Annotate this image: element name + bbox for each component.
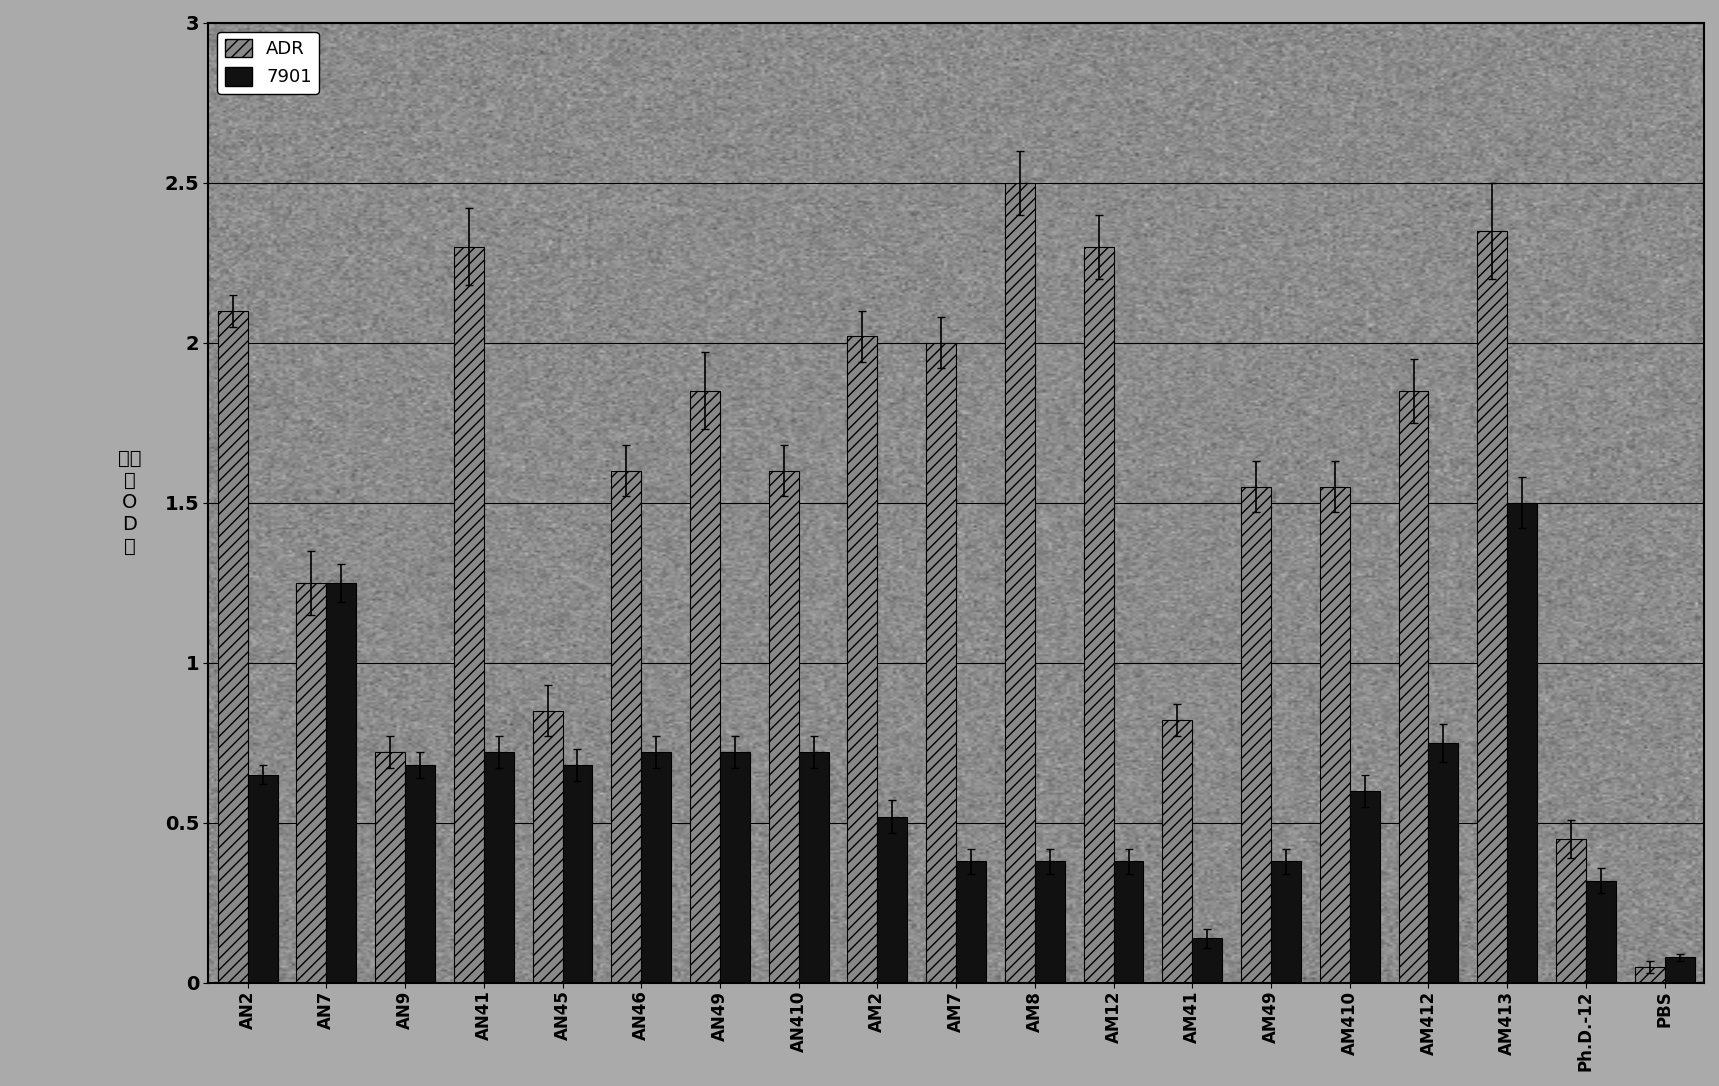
Bar [1035,861,1064,983]
Bar [1006,182,1035,983]
Bar [689,391,720,983]
Bar [1635,967,1664,983]
Bar [533,711,562,983]
Y-axis label: 吸光
度
O
D
値: 吸光 度 O D 値 [119,450,141,556]
Bar [1270,861,1301,983]
Bar [483,753,514,983]
Bar [720,753,749,983]
Bar [1477,230,1508,983]
Bar [327,583,356,983]
Bar [562,766,593,983]
Bar [1193,938,1222,983]
Bar [799,753,829,983]
Bar [768,470,799,983]
Bar [877,817,908,983]
Bar [956,861,987,983]
Bar [406,766,435,983]
Legend: ADR, 7901: ADR, 7901 [217,31,320,93]
Bar [1241,487,1270,983]
Bar [847,337,877,983]
Bar [1508,503,1537,983]
Bar [641,753,670,983]
Bar [1114,861,1143,983]
Bar [1664,958,1695,983]
Bar [1349,791,1380,983]
Bar [454,247,483,983]
Bar [296,583,327,983]
Bar [375,753,406,983]
Bar [1320,487,1349,983]
Bar [218,311,248,983]
Bar [1587,881,1616,983]
Bar [1162,720,1193,983]
Bar [927,343,956,983]
Bar [1556,838,1587,983]
Bar [1083,247,1114,983]
Bar [248,775,277,983]
Bar [1428,743,1458,983]
Bar [1399,391,1428,983]
Bar [612,470,641,983]
